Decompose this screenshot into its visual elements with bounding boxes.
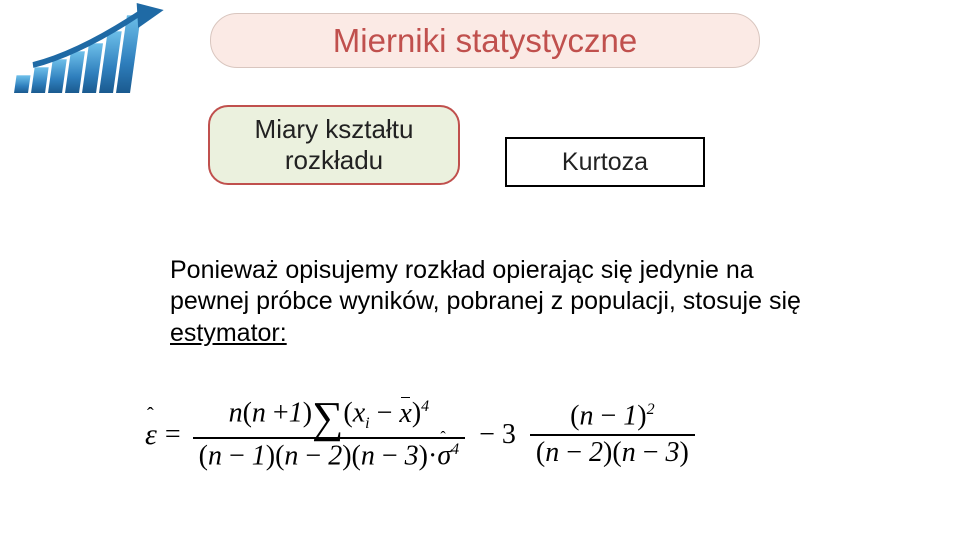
bar-chart-icon [14,8,166,93]
body-underlined: estymator: [170,319,287,347]
numerator-2: (n − 1)2 [564,399,660,434]
body-pre: Ponieważ opisujemy rozkład opierając się… [170,256,801,315]
denominator-2: (n − 2)(n − 3) [530,436,695,471]
subtitle-pill: Miary kształtu rozkładu [208,105,460,185]
kurtosis-formula: ˆε = n(n +1)∑(xi − x)4 (n − 1)(n − 2)(n … [145,380,865,490]
page-title-text: Mierniki statystyczne [333,22,637,60]
fraction-term-2: (n − 1)2 (n − 2)(n − 3) [530,399,695,471]
kurtoza-box: Kurtoza [505,137,705,187]
equals-sign: = [165,419,181,451]
denominator-1: (n − 1)(n − 2)(n − 3)·ˆσ4 [193,439,466,474]
kurtoza-label: Kurtoza [562,148,648,177]
numerator-1: n(n +1)∑(xi − x)4 [223,396,436,437]
epsilon-hat: ˆε [145,418,157,452]
minus-three: − 3 [479,419,516,451]
fraction-term-1: n(n +1)∑(xi − x)4 (n − 1)(n − 2)(n − 3)·… [193,396,466,474]
page-title: Mierniki statystyczne [210,13,760,68]
body-paragraph: Ponieważ opisujemy rozkład opierając się… [170,255,810,349]
subtitle-text: Miary kształtu rozkładu [255,114,414,176]
